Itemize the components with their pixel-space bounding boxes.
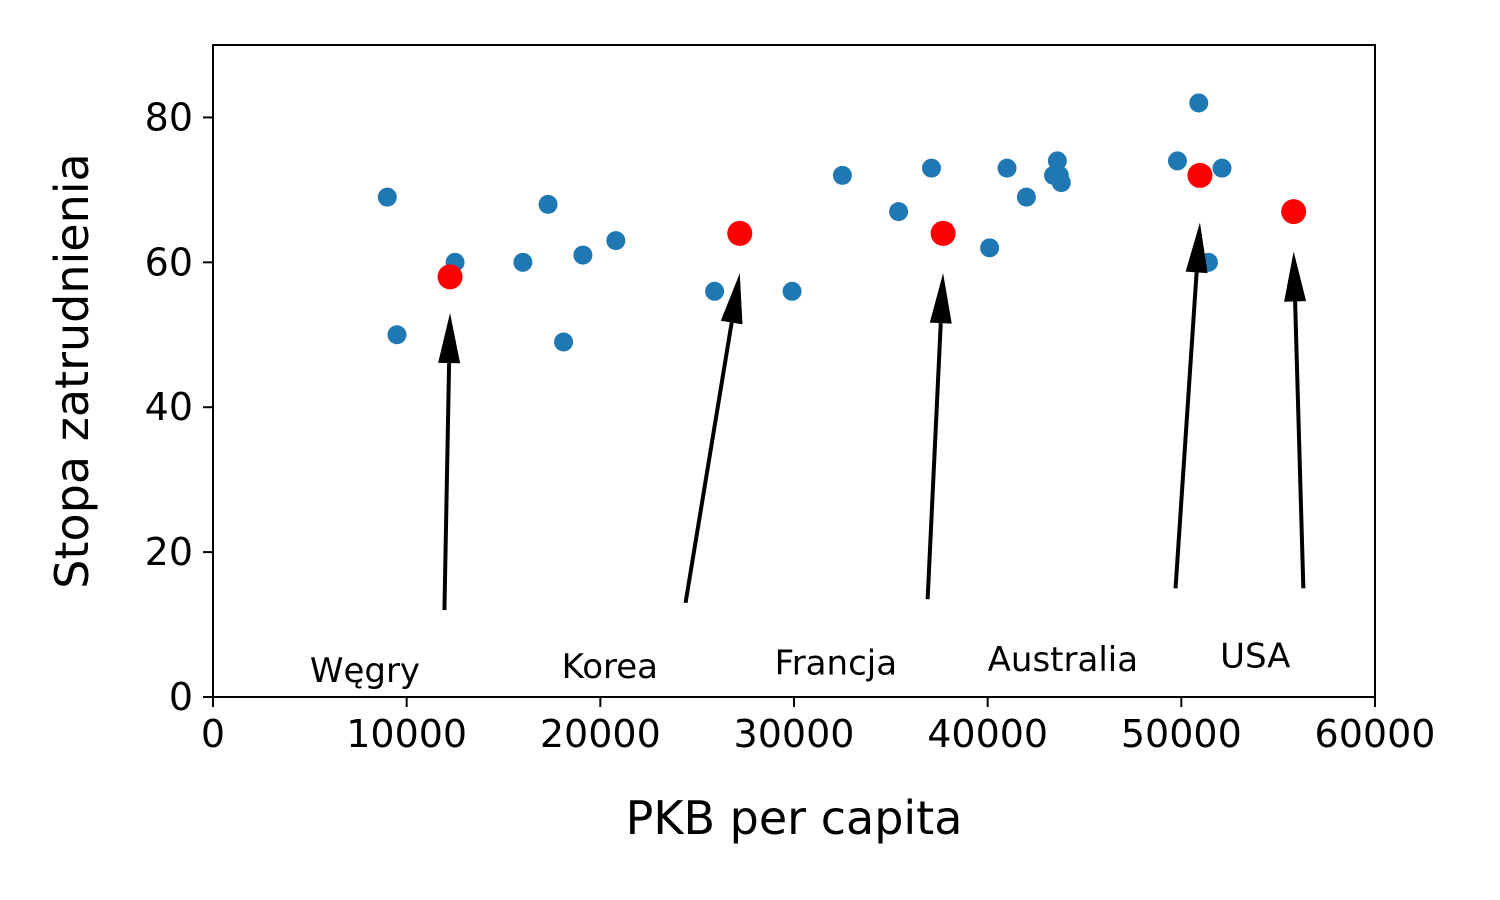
data-point xyxy=(1047,151,1067,171)
data-point xyxy=(573,245,593,265)
annotation-arrow-shaft xyxy=(442,362,452,611)
annotation-arrow-head xyxy=(1284,251,1307,302)
x-tick-label: 60000 xyxy=(1315,712,1436,756)
y-tick-label: 40 xyxy=(145,385,193,429)
annotation-arrow-head xyxy=(929,273,952,324)
data-point xyxy=(922,158,942,178)
plot-background xyxy=(213,45,1375,697)
annotation-arrow-head xyxy=(720,273,743,325)
x-tick-label: 10000 xyxy=(346,712,467,756)
annotation-arrow-head xyxy=(1185,222,1208,274)
data-point xyxy=(1051,173,1071,193)
y-tick-label: 0 xyxy=(169,675,193,719)
x-tick-label: 0 xyxy=(201,712,225,756)
data-point xyxy=(889,202,909,222)
data-point xyxy=(606,231,626,251)
highlighted-point xyxy=(437,264,463,290)
annotation-arrow-shaft xyxy=(925,323,943,600)
x-tick-label: 40000 xyxy=(927,712,1048,756)
data-point xyxy=(705,281,725,301)
highlighted-point xyxy=(1187,162,1213,188)
highlighted-point xyxy=(1281,199,1307,225)
highlighted-point xyxy=(930,220,956,246)
y-tick-label: 80 xyxy=(145,95,193,139)
data-point xyxy=(538,194,558,214)
data-point xyxy=(1189,93,1209,113)
data-point xyxy=(980,238,1000,258)
data-point xyxy=(1212,158,1232,178)
data-point xyxy=(1167,151,1187,171)
annotation-label: Australia xyxy=(988,640,1138,680)
data-point xyxy=(832,165,852,185)
data-point xyxy=(554,332,574,352)
data-point xyxy=(997,158,1017,178)
y-axis-title: Stopa zatrudnienia xyxy=(45,153,99,588)
data-point xyxy=(513,252,533,272)
y-tick-label: 60 xyxy=(145,240,193,284)
plot-frame xyxy=(212,44,1376,698)
x-tick-label: 50000 xyxy=(1121,712,1242,756)
data-point xyxy=(387,325,407,345)
y-tick-label: 20 xyxy=(145,530,193,574)
annotation-label: USA xyxy=(1220,636,1290,676)
data-point xyxy=(377,187,397,207)
annotation-label: Francja xyxy=(775,644,897,684)
x-axis-title: PKB per capita xyxy=(626,791,963,845)
highlighted-point xyxy=(727,220,753,246)
annotation-arrow-shaft xyxy=(1293,301,1306,589)
annotation-arrow-shaft xyxy=(1173,272,1199,589)
annotation-arrow-shaft xyxy=(683,322,734,604)
data-point xyxy=(1016,187,1036,207)
data-point xyxy=(782,281,802,301)
x-tick-label: 20000 xyxy=(540,712,661,756)
x-tick-label: 30000 xyxy=(734,712,855,756)
annotation-arrow-head xyxy=(438,313,461,364)
annotation-label: Węgry xyxy=(310,651,420,691)
annotation-label: Korea xyxy=(562,647,658,687)
